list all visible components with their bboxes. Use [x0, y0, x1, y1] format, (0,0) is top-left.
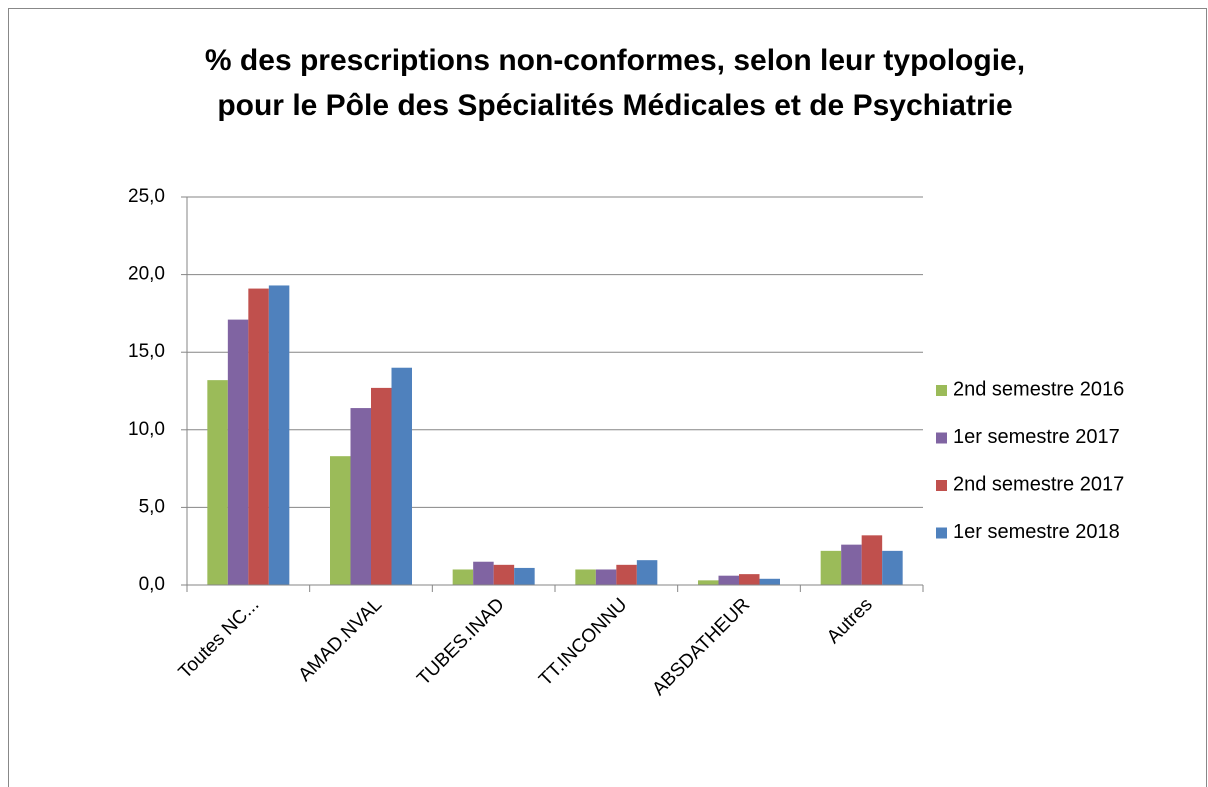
- bar: [759, 578, 780, 585]
- legend-label: 1er semestre 2018: [953, 521, 1120, 543]
- bar: [861, 535, 883, 585]
- legend-swatch: [936, 527, 947, 539]
- y-tick-label: 20,0: [128, 264, 165, 285]
- legend-swatch: [936, 480, 947, 491]
- bar: [207, 380, 228, 585]
- bar: [739, 574, 760, 585]
- chart-title: % des prescriptions non-conformes, selon…: [205, 44, 1025, 77]
- bar: [248, 288, 269, 585]
- bar: [616, 564, 637, 585]
- y-tick-label: 25,0: [128, 186, 165, 207]
- bar: [350, 408, 371, 585]
- bar: [493, 564, 515, 585]
- bar: [330, 456, 351, 585]
- legend-label: 2nd semestre 2017: [953, 473, 1124, 495]
- bar: [473, 561, 494, 585]
- y-tick-label: 15,0: [128, 341, 165, 362]
- legend-label: 2nd semestre 2016: [953, 378, 1124, 400]
- bar: [371, 387, 392, 585]
- bar: [452, 569, 474, 585]
- legend-label: 1er semestre 2017: [953, 426, 1120, 448]
- bar: [514, 567, 535, 585]
- bar: [636, 560, 658, 585]
- bar: [595, 569, 617, 585]
- bar: [268, 285, 290, 585]
- bar: [698, 580, 719, 585]
- legend-swatch: [936, 432, 947, 444]
- bar: [841, 544, 862, 585]
- bar: [575, 569, 596, 585]
- bar: [391, 367, 412, 585]
- y-tick-label: 0,0: [139, 574, 165, 595]
- chart-title: pour le Pôle des Spécialités Médicales e…: [217, 89, 1012, 122]
- bar: [882, 550, 903, 585]
- legend-swatch: [936, 385, 947, 396]
- y-tick-label: 5,0: [139, 496, 165, 517]
- y-tick-label: 10,0: [128, 419, 165, 440]
- bar: [718, 575, 739, 585]
- bar: [227, 319, 249, 585]
- bar: [820, 550, 842, 585]
